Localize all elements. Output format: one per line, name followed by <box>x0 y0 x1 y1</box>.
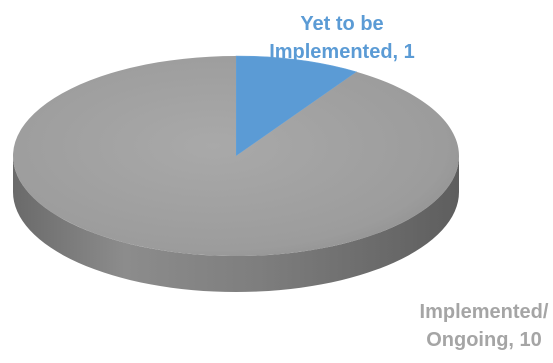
data-label-1: Yet to be Implemented, 1 <box>269 13 415 63</box>
data-label-1-line-1: Yet to be <box>300 13 383 35</box>
data-label-2: Implemented/Ongoing, 10 <box>420 301 549 351</box>
pie-group <box>12 55 459 292</box>
data-label-2-line-1: Implemented/ <box>420 301 549 323</box>
data-labels: Yet to be Implemented, 1 Implemented/Ongoi… <box>269 13 549 351</box>
pie-slice-2 <box>12 56 459 256</box>
pie-side <box>13 156 459 292</box>
pie-slice-1 <box>235 55 358 157</box>
data-label-1-line-2: Implemented, 1 <box>269 41 415 63</box>
data-label-2-line-2: Ongoing, 10 <box>426 329 542 351</box>
